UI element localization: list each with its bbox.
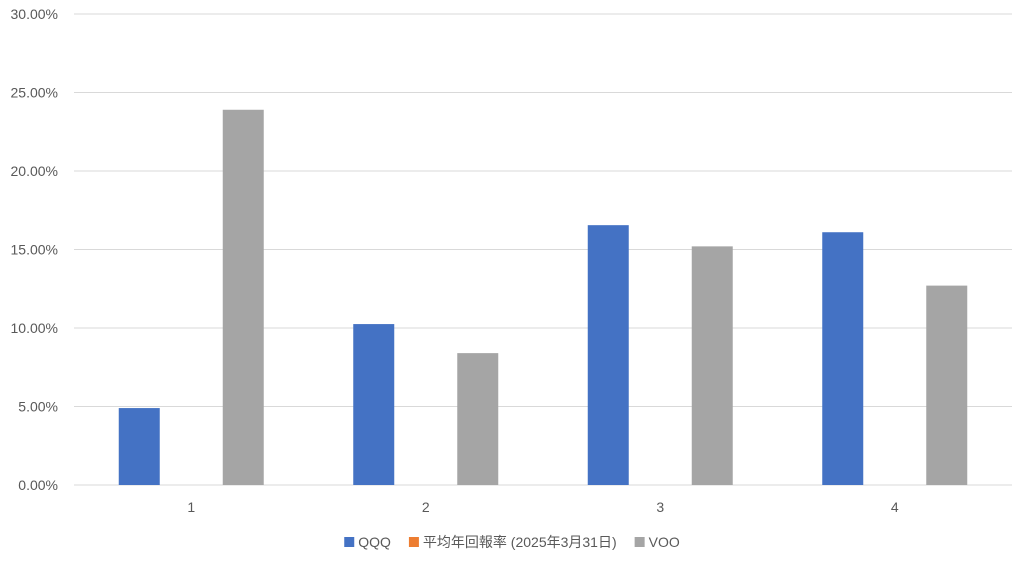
legend-label: 平均年回報率 (2025年3月31日) (423, 534, 617, 550)
y-tick-label: 5.00% (18, 399, 58, 415)
y-axis-tick-labels: 0.00% 5.00% 10.00% 15.00% 20.00% 25.00% 30.00% (11, 6, 58, 493)
y-tick-label: 10.00% (11, 320, 58, 336)
gridlines (74, 13, 1012, 486)
bar-voo-2 (457, 353, 499, 485)
legend-item: QQQ (344, 534, 391, 550)
bar-voo-1 (222, 109, 264, 486)
bar-qqq-4 (822, 232, 864, 485)
legend-swatch (634, 537, 645, 547)
bar-voo-4 (926, 285, 968, 485)
x-category-label: 4 (891, 499, 899, 515)
x-category-label: 3 (656, 499, 664, 515)
x-category-label: 1 (187, 499, 195, 515)
x-axis-category-labels: 1 2 3 4 (187, 499, 899, 515)
legend: QQQ 平均年回報率 (2025年3月31日) VOO (344, 534, 680, 550)
legend-swatch (408, 537, 419, 547)
x-category-label: 2 (422, 499, 430, 515)
y-tick-label: 15.00% (11, 242, 58, 258)
bar-qqq-3 (587, 225, 629, 486)
legend-label: VOO (649, 534, 680, 550)
bar-qqq-2 (353, 324, 395, 485)
legend-item: VOO (634, 534, 680, 550)
bar-qqq-1 (118, 408, 160, 485)
y-tick-label: 25.00% (11, 85, 58, 101)
legend-swatch (344, 537, 355, 547)
legend-item: 平均年回報率 (2025年3月31日) (408, 534, 617, 550)
y-tick-label: 0.00% (18, 477, 58, 493)
bars (118, 109, 968, 486)
legend-label: QQQ (358, 534, 391, 550)
y-tick-label: 20.00% (11, 163, 58, 179)
y-tick-label: 30.00% (11, 6, 58, 22)
bar-voo-3 (691, 246, 733, 485)
